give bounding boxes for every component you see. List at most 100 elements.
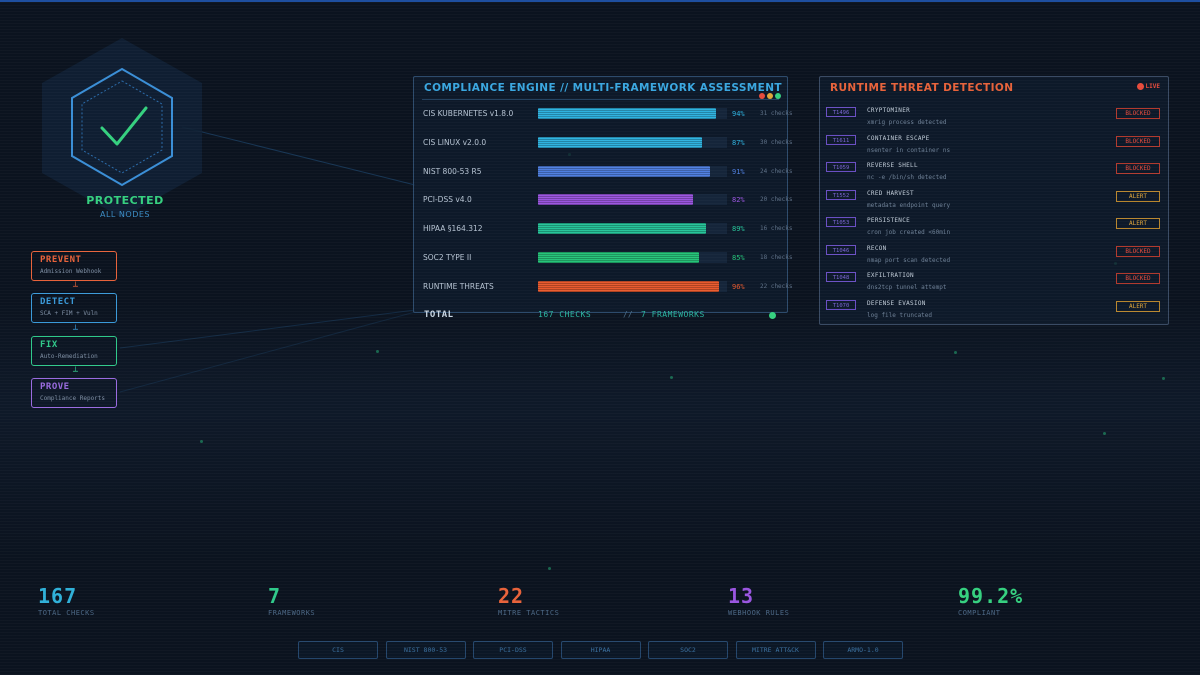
framework-tag[interactable]: NIST 800-53 [385, 641, 466, 659]
framework-checks: 20 checks [760, 196, 793, 204]
stat-label: TOTAL CHECKS [38, 609, 95, 617]
compliance-panel: COMPLIANCE ENGINE // MULTI-FRAMEWORK ASS… [413, 76, 793, 313]
bg-dot [376, 350, 379, 353]
technique-id: T1611 [826, 134, 856, 145]
framework-name: NIST 800-53 R5 [423, 166, 482, 176]
threat-row[interactable]: T1552 CRED HARVEST metadata endpoint query… [820, 187, 1168, 213]
threat-type: CRYPTOMINER [867, 107, 911, 114]
threat-title: RUNTIME THREAT DETECTION [830, 82, 1014, 94]
technique-id: T1048 [826, 272, 856, 282]
framework-checks: 30 checks [760, 138, 793, 146]
threat-status-badge: ALERT [1116, 190, 1160, 202]
framework-row[interactable]: SOC2 TYPE II 85% 18 checks [414, 251, 793, 265]
framework-tag[interactable]: ARMO-1.0 [823, 641, 903, 659]
framework-name: CIS LINUX v2.0.0 [423, 137, 487, 147]
progress-track [538, 194, 727, 206]
live-indicator: LIVE [1136, 83, 1160, 90]
stat-value: 167 [38, 584, 78, 608]
threat-status-badge: ALERT [1116, 300, 1160, 312]
technique-id: T1046 [826, 244, 856, 255]
framework-row[interactable]: RUNTIME THREATS 96% 22 checks [414, 280, 793, 294]
framework-row[interactable]: PCI-DSS v4.0 82% 20 checks [414, 193, 793, 207]
progress-fill [538, 252, 699, 263]
top-border [0, 0, 1200, 2]
threat-type: CONTAINER ESCAPE [867, 134, 930, 142]
pipeline-step-prove[interactable]: PROVE Compliance Reports [31, 378, 117, 408]
framework-row[interactable]: HIPAA §164.312 89% 16 checks [414, 222, 793, 236]
framework-row[interactable]: CIS KUBERNETES v1.8.0 94% 31 checks [414, 107, 793, 121]
threat-status-badge: BLOCKED [1116, 273, 1160, 284]
technique-id: T1070 [826, 299, 856, 310]
framework-row[interactable]: CIS LINUX v2.0.0 87% 30 checks [414, 136, 793, 150]
progress-fill [538, 280, 720, 292]
framework-tag[interactable]: HIPAA [560, 641, 641, 659]
framework-percent: 91% [732, 167, 745, 176]
framework-percent: 85% [732, 254, 745, 262]
pipeline-step-detect[interactable]: DETECT SCA + FIM + Vuln [31, 293, 117, 323]
threat-description: nsenter in container ns [867, 146, 951, 154]
framework-tag[interactable]: MITRE ATT&CK [735, 641, 816, 659]
progress-track [538, 165, 727, 177]
progress-fill [538, 165, 710, 177]
live-label: LIVE [1145, 83, 1160, 90]
bg-dot [200, 440, 203, 443]
window-lights [757, 84, 781, 103]
framework-tag[interactable]: SOC2 [648, 641, 728, 659]
threat-row[interactable]: T1046 RECON nmap port scan detected BLOCKED [820, 242, 1168, 268]
framework-tag[interactable]: PCI-DSS [473, 641, 553, 659]
divider [422, 99, 779, 100]
framework-percent: 94% [732, 110, 745, 118]
bg-dot [954, 351, 957, 354]
pipeline-connector: ┴ [73, 325, 78, 334]
threat-status-badge: BLOCKED [1116, 163, 1160, 174]
pipeline-step-fix[interactable]: FIX Auto-Remediation [31, 336, 117, 366]
threat-row[interactable]: T1053 PERSISTENCE cron job created <60min A… [820, 214, 1168, 240]
green-light-icon [775, 93, 781, 99]
technique-id: T1053 [826, 217, 856, 227]
framework-percent: 87% [732, 138, 745, 147]
pipeline-step-title: FIX [40, 340, 58, 350]
progress-fill [538, 136, 703, 148]
framework-name: SOC2 TYPE II [423, 253, 472, 262]
stat-label: COMPLIANT [958, 609, 1001, 617]
threat-type: EXFILTRATION [867, 272, 914, 279]
technique-id: T1496 [826, 107, 856, 117]
stat-block: 22 MITRE TACTICS [498, 584, 559, 617]
pipeline-step-subtitle: SCA + FIM + Vuln [40, 310, 98, 317]
total-label: TOTAL [424, 310, 454, 320]
stat-block: 7 FRAMEWORKS [268, 584, 315, 617]
stat-block: 167 TOTAL CHECKS [38, 584, 95, 617]
threat-row[interactable]: T1048 EXFILTRATION dns2tcp tunnel attempt B… [820, 269, 1168, 295]
progress-track [538, 280, 727, 292]
stat-label: MITRE TACTICS [498, 609, 560, 617]
framework-checks: 24 checks [760, 167, 793, 175]
threat-type: PERSISTENCE [867, 217, 911, 224]
status-subtitle: ALL NODES [99, 210, 150, 219]
framework-row[interactable]: NIST 800-53 R5 91% 24 checks [414, 165, 793, 179]
framework-tag[interactable]: CIS [298, 641, 378, 659]
pipeline-step-prevent[interactable]: PREVENT Admission Webhook [31, 251, 117, 281]
pipeline-step-subtitle: Compliance Reports [40, 395, 106, 402]
stat-value: 7 [268, 584, 282, 608]
bg-dot [548, 567, 551, 570]
framework-checks: 22 checks [760, 282, 793, 290]
progress-fill [538, 194, 693, 206]
threat-row[interactable]: T1496 CRYPTOMINER xmrig process detected BL… [820, 104, 1168, 130]
threat-row[interactable]: T1070 DEFENSE EVASION log file truncated AL… [820, 297, 1168, 323]
threat-row[interactable]: T1059 REVERSE SHELL nc -e /bin/sh detected… [820, 159, 1168, 185]
progress-track [538, 252, 727, 263]
red-light-icon [759, 93, 765, 99]
bg-dot [1103, 432, 1106, 435]
stat-label: FRAMEWORKS [268, 609, 316, 617]
pipeline-step-title: PREVENT [40, 255, 82, 265]
threat-panel: RUNTIME THREAT DETECTION LIVE T1496 CRYPT… [819, 76, 1169, 325]
framework-name: HIPAA §164.312 [423, 224, 483, 234]
threat-status-badge: BLOCKED [1116, 108, 1160, 119]
live-dot-icon [1136, 83, 1144, 90]
status-title: PROTECTED [86, 194, 164, 207]
yellow-light-icon [767, 93, 773, 99]
bg-dot [1162, 377, 1165, 380]
stat-value: 13 [728, 584, 755, 608]
threat-row[interactable]: T1611 CONTAINER ESCAPE nsenter in containe… [820, 132, 1168, 158]
stat-value: 99.2% [958, 584, 1024, 608]
